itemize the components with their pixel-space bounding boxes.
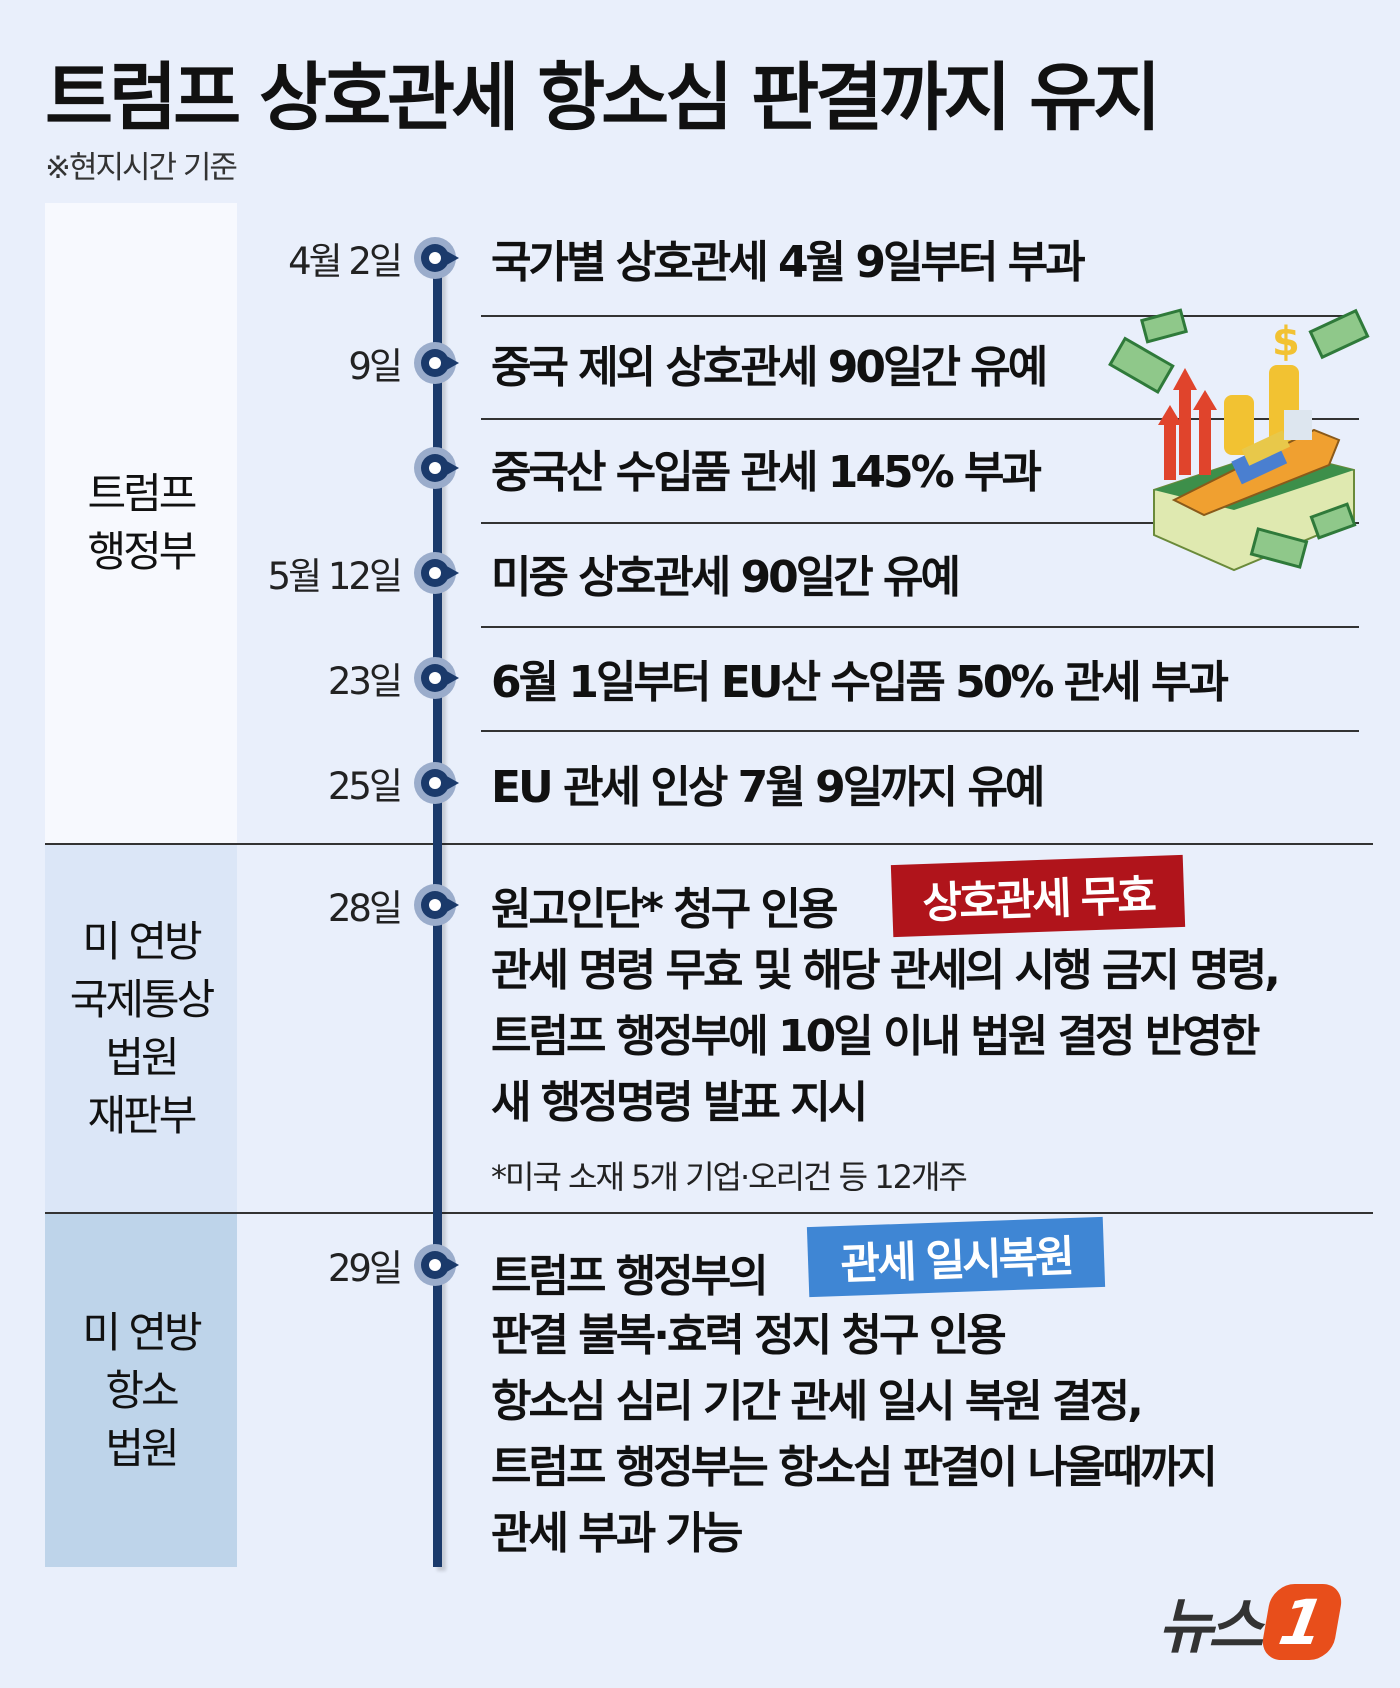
court-headline: 원고인단* 청구 인용 bbox=[491, 884, 838, 935]
appeal-line: 관세 부과 가능 bbox=[491, 1508, 744, 1559]
event-date: 4월 2일 bbox=[288, 240, 403, 283]
event-date: 29일 bbox=[327, 1247, 403, 1290]
event-date: 28일 bbox=[327, 887, 403, 930]
timeline-node-icon bbox=[414, 447, 459, 489]
row-divider bbox=[481, 522, 1359, 524]
section-divider bbox=[45, 1212, 1373, 1214]
footnote: *미국 소재 5개 기업·오리건 등 12개주 bbox=[491, 1158, 968, 1196]
timeline-node-icon bbox=[414, 884, 459, 926]
appeal-line: 항소심 심리 기간 관세 일시 복원 결정, bbox=[491, 1376, 1144, 1427]
section-label-text: 트럼프 행정부 bbox=[87, 469, 198, 576]
event-date: 9일 bbox=[348, 345, 403, 388]
court-line: 새 행정명령 발표 지시 bbox=[491, 1077, 868, 1128]
event-date: 5월 12일 bbox=[267, 555, 403, 598]
badge-tariff-invalid: 상호관세 무효 bbox=[890, 854, 1186, 938]
timeline-node-icon bbox=[414, 1244, 459, 1286]
timeline-node-icon bbox=[414, 657, 459, 699]
section-label-appeals-court: 미 연방 항소 법원 bbox=[45, 1214, 237, 1567]
badge-tariff-restored: 관세 일시복원 bbox=[806, 1216, 1106, 1298]
row-divider bbox=[481, 730, 1359, 732]
timeline-node-icon bbox=[414, 237, 459, 279]
event-text: 국가별 상호관세 4월 9일부터 부과 bbox=[491, 237, 1086, 288]
appeal-line: 판결 불복·효력 정지 청구 인용 bbox=[491, 1310, 1007, 1361]
section-label-text: 미 연방 국제통상 법원 재판부 bbox=[69, 916, 216, 1140]
logo-text: 뉴스 bbox=[1158, 1592, 1263, 1662]
timeline-node-icon bbox=[414, 762, 459, 804]
event-text: 중국 제외 상호관세 90일간 유예 bbox=[491, 342, 1048, 393]
event-text: 중국산 수입품 관세 145% 부과 bbox=[491, 447, 1042, 498]
appeal-details: 판결 불복·효력 정지 청구 인용 항소심 심리 기간 관세 일시 복원 결정,… bbox=[491, 1303, 1218, 1567]
page-title: 트럼프 상호관세 항소심 판결까지 유지 bbox=[45, 55, 1161, 141]
section-label-administration: 트럼프 행정부 bbox=[45, 203, 237, 843]
event-date: 25일 bbox=[327, 765, 403, 808]
event-text: 6월 1일부터 EU산 수입품 50% 관세 부과 bbox=[491, 657, 1229, 708]
timeline-node-icon bbox=[414, 552, 459, 594]
section-divider bbox=[45, 843, 1373, 845]
news1-logo: 뉴스 1 bbox=[1158, 1578, 1346, 1665]
event-date: 23일 bbox=[327, 660, 403, 703]
row-divider bbox=[481, 626, 1359, 628]
court-line: 트럼프 행정부에 10일 이내 법원 결정 반영한 bbox=[491, 1011, 1260, 1062]
appeal-line: 트럼프 행정부는 항소심 판결이 나올때까지 bbox=[491, 1442, 1218, 1493]
ship-money-illustration: $ bbox=[1108, 308, 1370, 572]
section-label-text: 미 연방 항소 법원 bbox=[82, 1307, 202, 1473]
court-line: 관세 명령 무효 및 해당 관세의 시행 금지 명령, bbox=[491, 945, 1281, 996]
subtitle: ※현지시간 기준 bbox=[45, 150, 238, 186]
court-details: 관세 명령 무효 및 해당 관세의 시행 금지 명령, 트럼프 행정부에 10일… bbox=[491, 938, 1281, 1136]
svg-text:$: $ bbox=[1272, 319, 1300, 365]
section-label-trade-court: 미 연방 국제통상 법원 재판부 bbox=[45, 845, 237, 1212]
event-text: 미중 상호관세 90일간 유예 bbox=[491, 552, 961, 603]
row-divider bbox=[481, 418, 1359, 420]
event-text: EU 관세 인상 7월 9일까지 유예 bbox=[491, 762, 1045, 813]
appeal-headline: 트럼프 행정부의 bbox=[491, 1251, 769, 1302]
logo-mark: 1 bbox=[1259, 1583, 1346, 1660]
timeline-node-icon bbox=[414, 342, 459, 384]
row-divider bbox=[481, 315, 1359, 317]
